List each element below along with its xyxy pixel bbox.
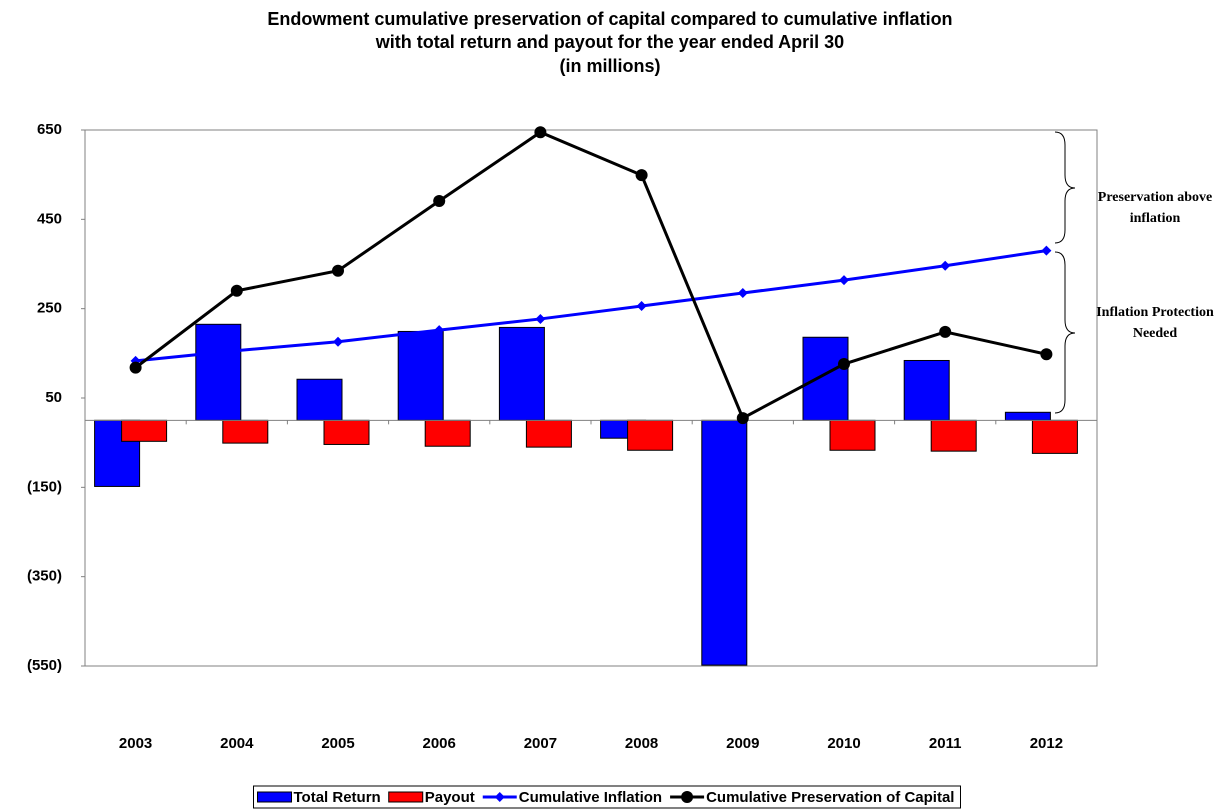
y-tick-label: 450 — [37, 210, 62, 227]
line — [135, 249, 1047, 363]
legend-swatch — [388, 791, 424, 803]
marker — [433, 195, 446, 208]
annotation: Preservation above inflation — [1097, 190, 1213, 226]
marker — [1040, 348, 1053, 361]
x-tick-label: 2012 — [1030, 735, 1063, 752]
marker — [839, 275, 849, 286]
y-tick-label: (150) — [27, 478, 62, 495]
legend-label: Total Return — [294, 789, 381, 806]
marker — [737, 288, 748, 299]
legend-label: Payout — [425, 789, 475, 806]
x-tick-label: 2006 — [423, 735, 456, 752]
bar — [424, 419, 471, 447]
legend-label: Cumulative Preservation of Capital — [706, 789, 954, 806]
y-tick-label: 50 — [45, 389, 62, 406]
marker — [332, 264, 344, 277]
y-tick-label: (350) — [27, 568, 62, 585]
marker — [230, 284, 243, 297]
bar — [195, 323, 242, 421]
annotation: Inflation Protection Needed — [1096, 305, 1214, 341]
chart-subtitle: (in millions) — [560, 56, 661, 76]
x-tick-label: 2010 — [827, 735, 860, 752]
legend — [253, 785, 961, 809]
bar — [296, 378, 343, 421]
x-tick-label: 2011 — [929, 735, 962, 752]
x-tick-label: 2009 — [726, 735, 759, 752]
marker — [231, 345, 242, 356]
x-tick-label: 2003 — [119, 735, 152, 752]
bar — [323, 419, 370, 445]
chart-title: Endowment cumulative preservation of cap… — [267, 9, 952, 29]
marker — [736, 412, 749, 425]
marker — [939, 325, 952, 338]
marker — [635, 169, 648, 182]
y-tick-label: 250 — [37, 300, 62, 317]
legend-label: Cumulative Inflation — [519, 789, 662, 806]
marker — [535, 313, 546, 324]
marker — [1041, 245, 1052, 256]
legend-swatch — [257, 791, 293, 803]
bar — [627, 419, 674, 451]
marker — [129, 361, 142, 374]
marker — [940, 260, 951, 271]
bar — [222, 419, 269, 444]
brace — [1054, 131, 1076, 244]
marker — [534, 126, 547, 139]
x-tick-label: 2007 — [524, 735, 557, 752]
bar — [94, 419, 141, 487]
line — [134, 130, 1047, 421]
x-tick-label: 2005 — [321, 735, 354, 752]
brace — [1054, 251, 1076, 414]
bar — [930, 419, 977, 452]
y-tick-label: 650 — [37, 121, 62, 138]
bar — [397, 330, 444, 421]
x-tick-label: 2008 — [625, 735, 658, 752]
bar — [903, 359, 950, 421]
bar — [121, 419, 168, 442]
bar — [829, 419, 876, 451]
y-tick-label: (550) — [27, 657, 62, 674]
marker — [838, 358, 850, 371]
bar — [1031, 419, 1078, 454]
legend-swatch — [494, 792, 505, 802]
bar — [498, 326, 545, 421]
bar — [1004, 411, 1051, 421]
marker — [636, 300, 647, 311]
bar — [525, 419, 572, 448]
bar — [701, 419, 748, 666]
bar — [802, 336, 849, 421]
marker — [333, 336, 343, 347]
chart-title: with total return and payout for the yea… — [375, 32, 844, 52]
legend-swatch — [681, 791, 694, 803]
x-tick-label: 2004 — [220, 735, 254, 752]
marker — [434, 325, 445, 336]
